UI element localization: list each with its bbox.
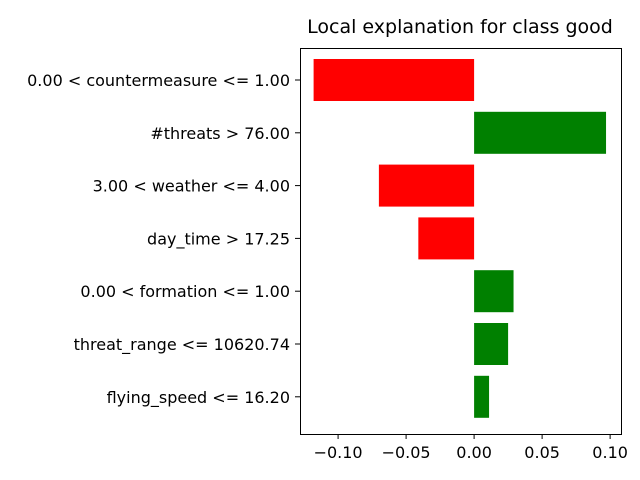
y-tick-label: 0.00 < countermeasure <= 1.00 <box>27 71 290 90</box>
y-axis: 0.00 < countermeasure <= 1.00 #threats > … <box>27 71 300 408</box>
x-tick-label: 0.00 <box>456 443 492 462</box>
y-tick-label: #threats > 76.00 <box>150 124 290 143</box>
bar <box>313 59 475 101</box>
y-tick-label: flying_speed <= 16.20 <box>107 388 290 408</box>
bar <box>418 217 475 260</box>
bar <box>378 164 475 207</box>
bar <box>474 270 514 313</box>
bar <box>474 375 490 418</box>
y-tick-label: 3.00 < weather <= 4.00 <box>93 177 290 196</box>
y-tick-label: day_time > 17.25 <box>147 229 290 249</box>
y-tick-label: 0.00 < formation <= 1.00 <box>80 282 290 301</box>
x-tick-label: 0.10 <box>592 443 628 462</box>
bars-group <box>313 59 607 418</box>
x-tick-label: −0.10 <box>314 443 363 462</box>
bar <box>474 323 509 365</box>
bar <box>474 111 607 154</box>
y-tick-label: threat_range <= 10620.74 <box>74 335 290 355</box>
plot-frame <box>300 48 622 435</box>
x-tick-label: 0.05 <box>524 443 560 462</box>
x-axis: −0.10 −0.05 0.00 0.05 0.10 <box>314 434 628 462</box>
x-tick-label: −0.05 <box>382 443 431 462</box>
chart-title: Local explanation for class good <box>307 16 613 38</box>
